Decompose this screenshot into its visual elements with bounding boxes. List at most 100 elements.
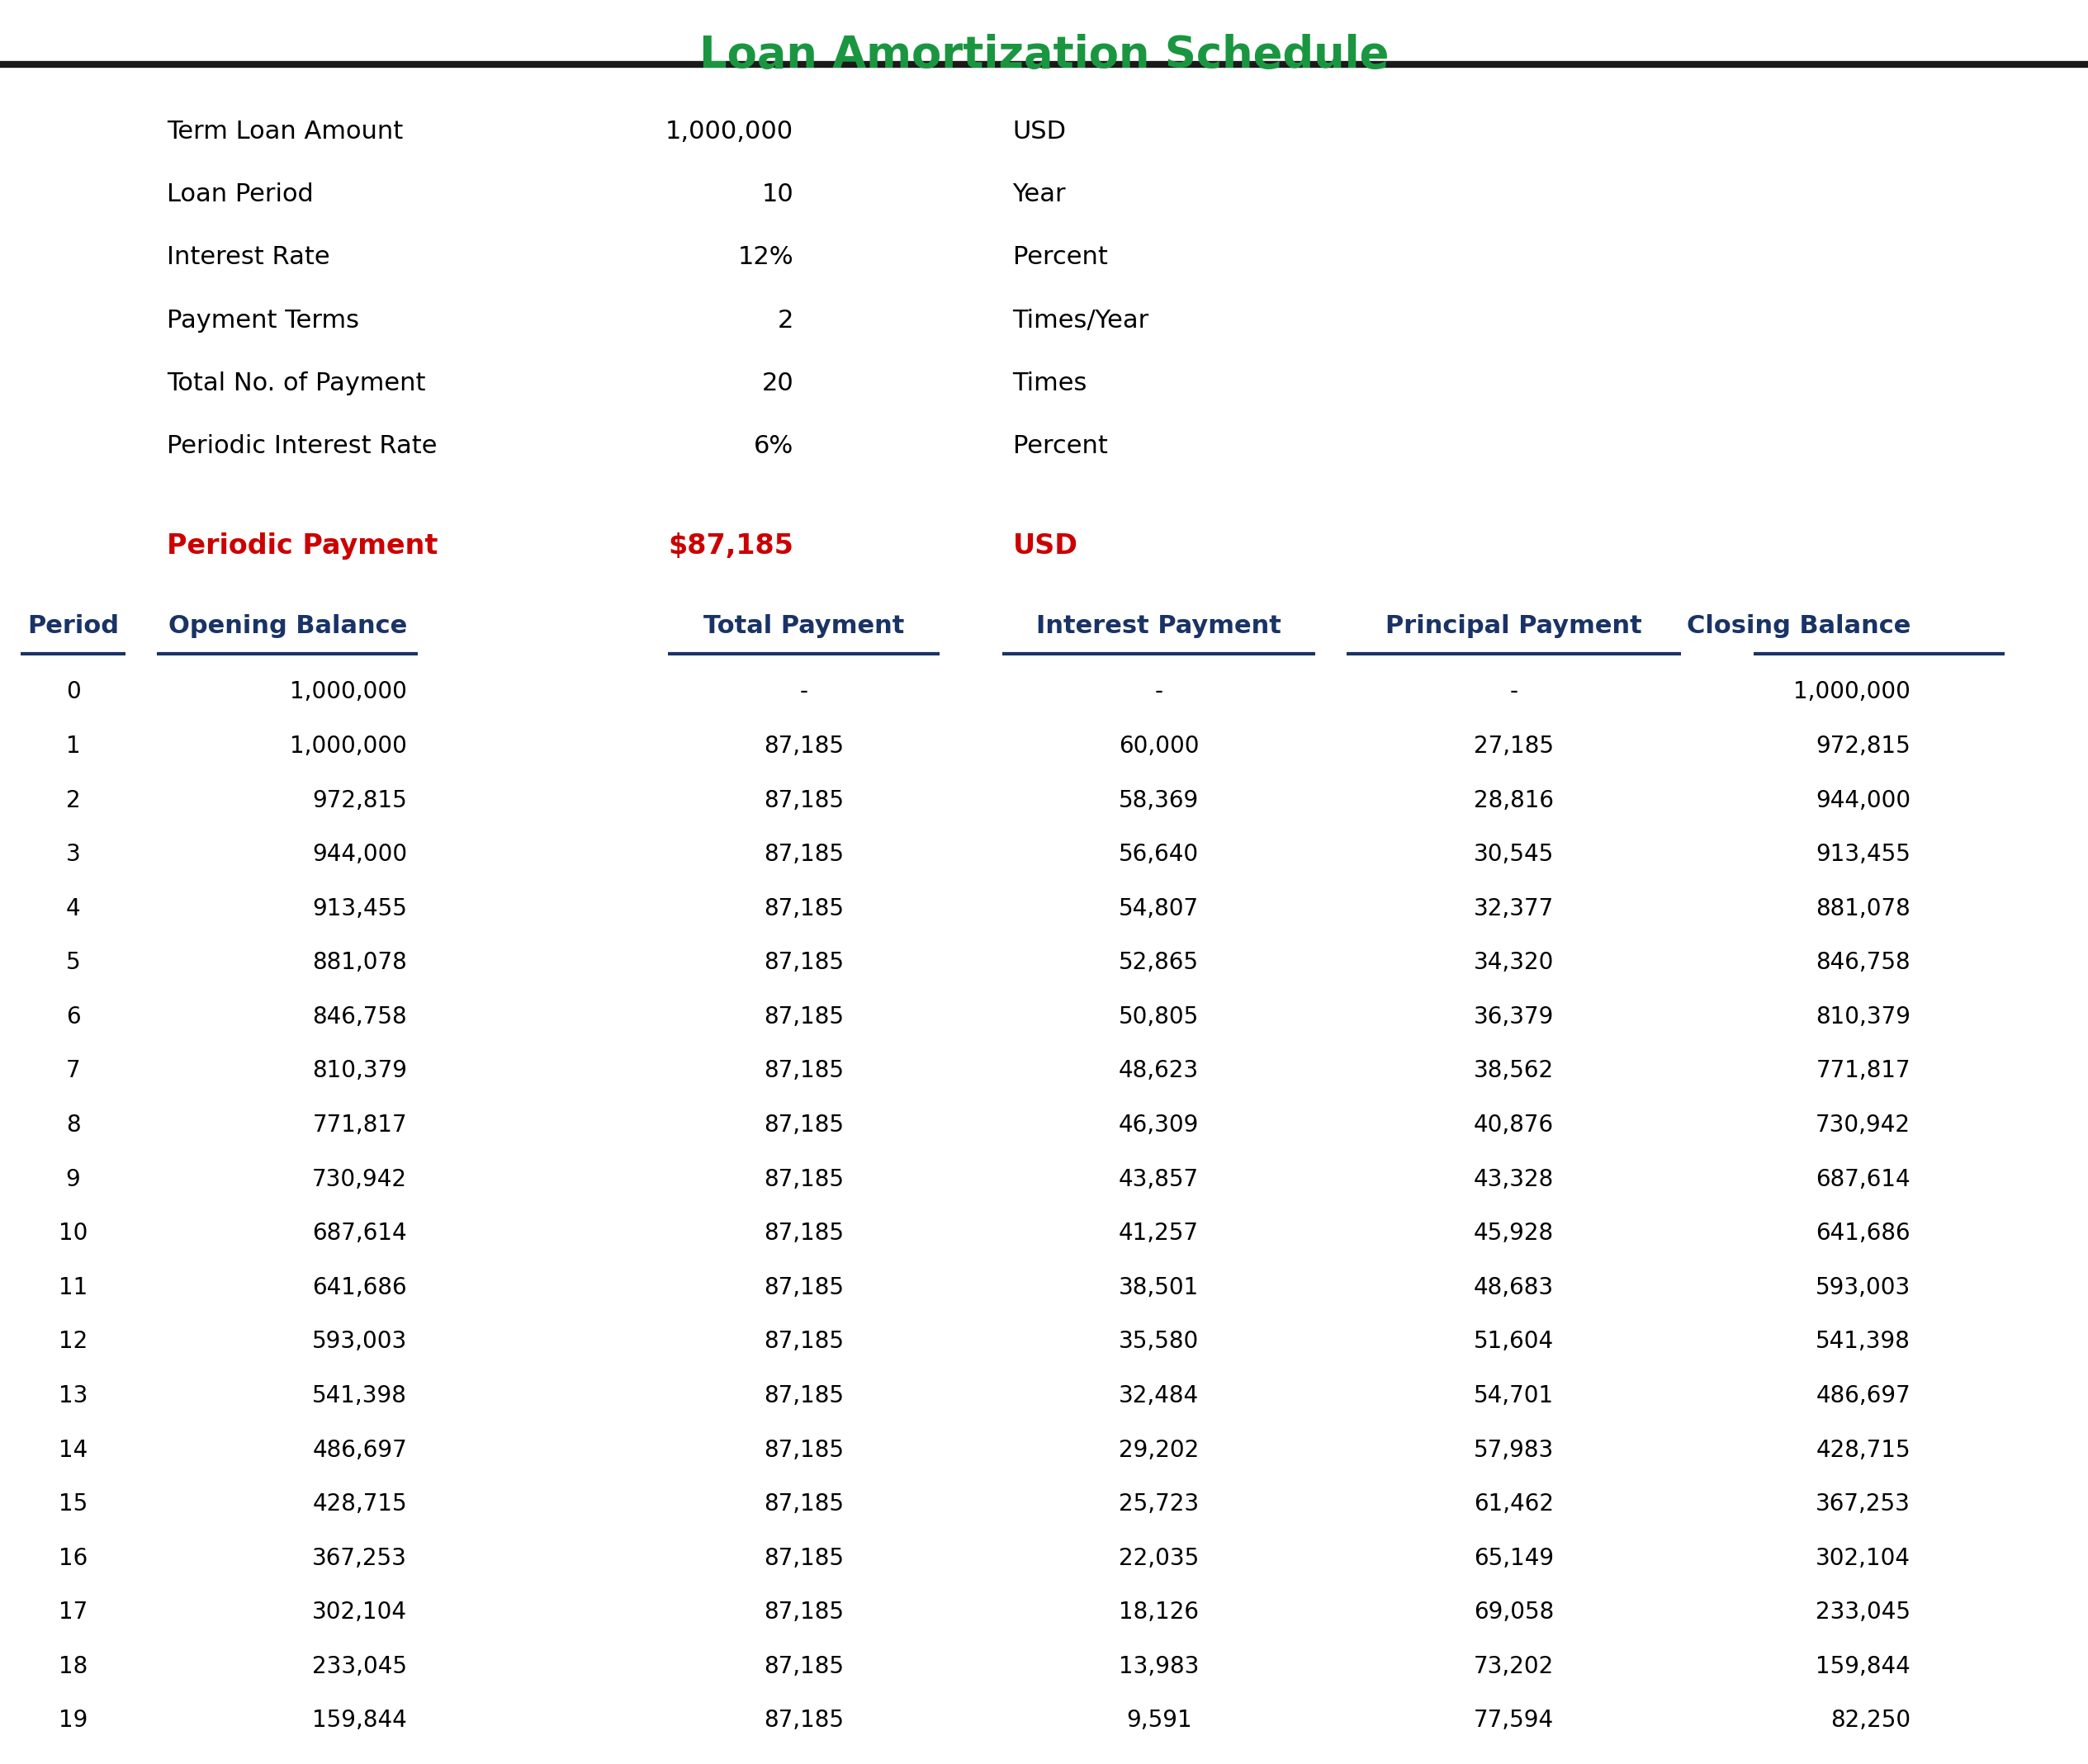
Text: 944,000: 944,000 [1814, 789, 1911, 811]
Text: 1: 1 [67, 734, 79, 759]
Text: Closing Balance: Closing Balance [1687, 614, 1911, 639]
Text: 87,185: 87,185 [764, 951, 844, 974]
Text: Periodic Interest Rate: Periodic Interest Rate [167, 434, 436, 459]
Text: 913,455: 913,455 [313, 898, 407, 921]
Text: Interest Payment: Interest Payment [1036, 614, 1282, 639]
Text: 87,185: 87,185 [764, 843, 844, 866]
Text: 486,697: 486,697 [313, 1438, 407, 1462]
Text: 233,045: 233,045 [313, 1655, 407, 1678]
Text: Opening Balance: Opening Balance [169, 614, 407, 639]
Text: 593,003: 593,003 [1814, 1275, 1911, 1298]
Text: 1,000,000: 1,000,000 [666, 120, 793, 143]
Text: 30,545: 30,545 [1474, 843, 1553, 866]
Text: 87,185: 87,185 [764, 1113, 844, 1136]
Text: 15: 15 [58, 1492, 88, 1515]
Text: 641,686: 641,686 [1817, 1222, 1911, 1245]
Text: 2: 2 [67, 789, 79, 811]
Text: 11: 11 [58, 1275, 88, 1298]
Text: 51,604: 51,604 [1474, 1330, 1553, 1353]
Text: 367,253: 367,253 [1817, 1492, 1911, 1515]
Text: 233,045: 233,045 [1817, 1600, 1911, 1625]
Text: 41,257: 41,257 [1119, 1222, 1199, 1245]
Text: 367,253: 367,253 [313, 1547, 407, 1570]
Text: 6: 6 [67, 1005, 79, 1028]
Text: Periodic Payment: Periodic Payment [167, 533, 438, 559]
Text: 87,185: 87,185 [764, 1275, 844, 1298]
Text: 48,683: 48,683 [1474, 1275, 1553, 1298]
Text: 18,126: 18,126 [1119, 1600, 1199, 1625]
Text: Payment Terms: Payment Terms [167, 309, 359, 332]
Text: 82,250: 82,250 [1831, 1709, 1911, 1732]
Text: Times/Year: Times/Year [1013, 309, 1148, 332]
Text: 8: 8 [67, 1113, 79, 1136]
Text: 54,807: 54,807 [1119, 898, 1199, 921]
Text: 972,815: 972,815 [1817, 734, 1911, 759]
Text: 10: 10 [762, 183, 793, 206]
Text: 35,580: 35,580 [1119, 1330, 1199, 1353]
Text: Percent: Percent [1013, 434, 1107, 459]
Text: -: - [800, 681, 808, 704]
Text: 7: 7 [67, 1060, 79, 1083]
Text: Percent: Percent [1013, 245, 1107, 270]
Text: 69,058: 69,058 [1474, 1600, 1553, 1625]
Text: 57,983: 57,983 [1474, 1438, 1553, 1462]
Text: 9,591: 9,591 [1125, 1709, 1192, 1732]
Text: 302,104: 302,104 [1817, 1547, 1911, 1570]
Text: 10: 10 [58, 1222, 88, 1245]
Text: 58,369: 58,369 [1119, 789, 1199, 811]
Text: 771,817: 771,817 [1817, 1060, 1911, 1083]
Text: 38,501: 38,501 [1119, 1275, 1199, 1298]
Text: 13: 13 [58, 1385, 88, 1408]
Text: 36,379: 36,379 [1474, 1005, 1553, 1028]
Text: 56,640: 56,640 [1119, 843, 1199, 866]
Text: 2: 2 [777, 309, 793, 332]
Text: 846,758: 846,758 [313, 1005, 407, 1028]
Text: 32,484: 32,484 [1119, 1385, 1199, 1408]
Text: 13,983: 13,983 [1119, 1655, 1199, 1678]
Text: 54,701: 54,701 [1474, 1385, 1553, 1408]
Text: 0: 0 [65, 681, 81, 704]
Text: 50,805: 50,805 [1119, 1005, 1199, 1028]
Text: 6%: 6% [754, 434, 793, 459]
Text: 32,377: 32,377 [1474, 898, 1553, 921]
Text: $87,185: $87,185 [668, 533, 793, 559]
Text: 16: 16 [58, 1547, 88, 1570]
Text: 28,816: 28,816 [1474, 789, 1553, 811]
Text: Principal Payment: Principal Payment [1386, 614, 1641, 639]
Text: 25,723: 25,723 [1119, 1492, 1199, 1515]
Text: 46,309: 46,309 [1119, 1113, 1199, 1136]
Text: 87,185: 87,185 [764, 1492, 844, 1515]
Text: 38,562: 38,562 [1474, 1060, 1553, 1083]
Text: 687,614: 687,614 [313, 1222, 407, 1245]
Text: 12%: 12% [737, 245, 793, 270]
Text: 302,104: 302,104 [313, 1600, 407, 1625]
Text: 60,000: 60,000 [1119, 734, 1199, 759]
Text: 87,185: 87,185 [764, 734, 844, 759]
Text: USD: USD [1013, 120, 1067, 143]
Text: 4: 4 [67, 898, 79, 921]
Text: 846,758: 846,758 [1817, 951, 1911, 974]
Text: 87,185: 87,185 [764, 1600, 844, 1625]
Text: 1,000,000: 1,000,000 [290, 681, 407, 704]
Text: 9: 9 [65, 1168, 81, 1191]
Text: 87,185: 87,185 [764, 898, 844, 921]
Text: 730,942: 730,942 [1817, 1113, 1911, 1136]
Text: 810,379: 810,379 [1817, 1005, 1911, 1028]
Text: -: - [1510, 681, 1518, 704]
Text: 29,202: 29,202 [1119, 1438, 1199, 1462]
Text: Loan Period: Loan Period [167, 183, 313, 206]
Text: 730,942: 730,942 [313, 1168, 407, 1191]
Text: 14: 14 [58, 1438, 88, 1462]
Text: USD: USD [1013, 533, 1077, 559]
Text: 1,000,000: 1,000,000 [1794, 681, 1911, 704]
Text: Times: Times [1013, 372, 1088, 395]
Text: 18: 18 [58, 1655, 88, 1678]
Text: 87,185: 87,185 [764, 1438, 844, 1462]
Text: 881,078: 881,078 [313, 951, 407, 974]
Text: 87,185: 87,185 [764, 1709, 844, 1732]
Text: 27,185: 27,185 [1474, 734, 1553, 759]
Text: 541,398: 541,398 [313, 1385, 407, 1408]
Text: 428,715: 428,715 [1817, 1438, 1911, 1462]
Text: Interest Rate: Interest Rate [167, 245, 330, 270]
Text: 771,817: 771,817 [313, 1113, 407, 1136]
